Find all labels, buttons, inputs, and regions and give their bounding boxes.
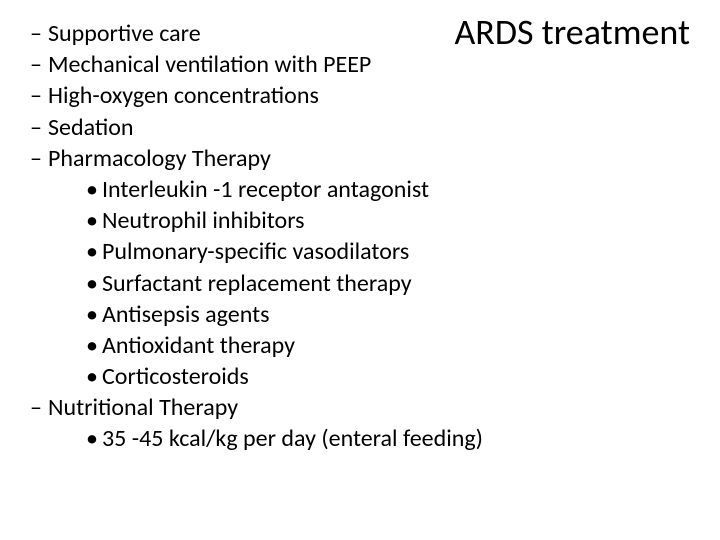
list-subitem: •Interleukin -1 receptor antagonist xyxy=(30,174,700,205)
dash-icon: – xyxy=(30,143,48,174)
item-text: Interleukin -1 receptor antagonist xyxy=(102,175,429,204)
list-item: –Nutritional Therapy xyxy=(30,392,700,423)
bullet-icon: • xyxy=(86,174,102,205)
dash-icon: – xyxy=(30,18,48,49)
bullet-icon: • xyxy=(86,236,102,267)
list-subitem: •35 -45 kcal/kg per day (enteral feeding… xyxy=(30,423,700,454)
list-item: –Mechanical ventilation with PEEP xyxy=(30,49,700,80)
list-subitem: •Antioxidant therapy xyxy=(30,330,700,361)
list-subitem: •Corticosteroids xyxy=(30,361,700,392)
item-text: Mechanical ventilation with PEEP xyxy=(48,50,371,79)
dash-icon: – xyxy=(30,112,48,143)
dash-icon: – xyxy=(30,392,48,423)
list-subitem: •Neutrophil inhibitors xyxy=(30,205,700,236)
slide-content: –Supportive care –Mechanical ventilation… xyxy=(30,18,700,455)
item-text: Pharmacology Therapy xyxy=(48,144,271,173)
item-text: Pulmonary-specific vasodilators xyxy=(102,237,409,266)
bullet-icon: • xyxy=(86,299,102,330)
list-item: –Supportive care xyxy=(30,18,700,49)
slide: ARDS treatment –Supportive care –Mechani… xyxy=(0,0,720,540)
list-subitem: •Pulmonary-specific vasodilators xyxy=(30,236,700,267)
dash-icon: – xyxy=(30,80,48,111)
bullet-icon: • xyxy=(86,361,102,392)
item-text: High-oxygen concentrations xyxy=(48,81,319,110)
bullet-icon: • xyxy=(86,423,102,454)
bullet-icon: • xyxy=(86,205,102,236)
list-item: –Sedation xyxy=(30,112,700,143)
dash-icon: – xyxy=(30,49,48,80)
item-text: Antioxidant therapy xyxy=(102,331,295,360)
item-text: 35 -45 kcal/kg per day (enteral feeding) xyxy=(102,424,483,453)
item-text: Antisepsis agents xyxy=(102,300,270,329)
item-text: Supportive care xyxy=(48,19,201,48)
bullet-icon: • xyxy=(86,330,102,361)
list-subitem: •Surfactant replacement therapy xyxy=(30,268,700,299)
item-text: Nutritional Therapy xyxy=(48,393,238,422)
list-subitem: •Antisepsis agents xyxy=(30,299,700,330)
item-text: Corticosteroids xyxy=(102,362,249,391)
list-item: –High-oxygen concentrations xyxy=(30,80,700,111)
bullet-icon: • xyxy=(86,268,102,299)
list-item: –Pharmacology Therapy xyxy=(30,143,700,174)
item-text: Surfactant replacement therapy xyxy=(102,269,412,298)
item-text: Sedation xyxy=(48,113,134,142)
item-text: Neutrophil inhibitors xyxy=(102,206,305,235)
